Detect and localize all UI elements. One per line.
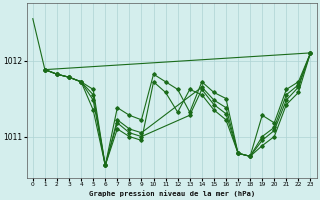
X-axis label: Graphe pression niveau de la mer (hPa): Graphe pression niveau de la mer (hPa) [89, 190, 255, 197]
